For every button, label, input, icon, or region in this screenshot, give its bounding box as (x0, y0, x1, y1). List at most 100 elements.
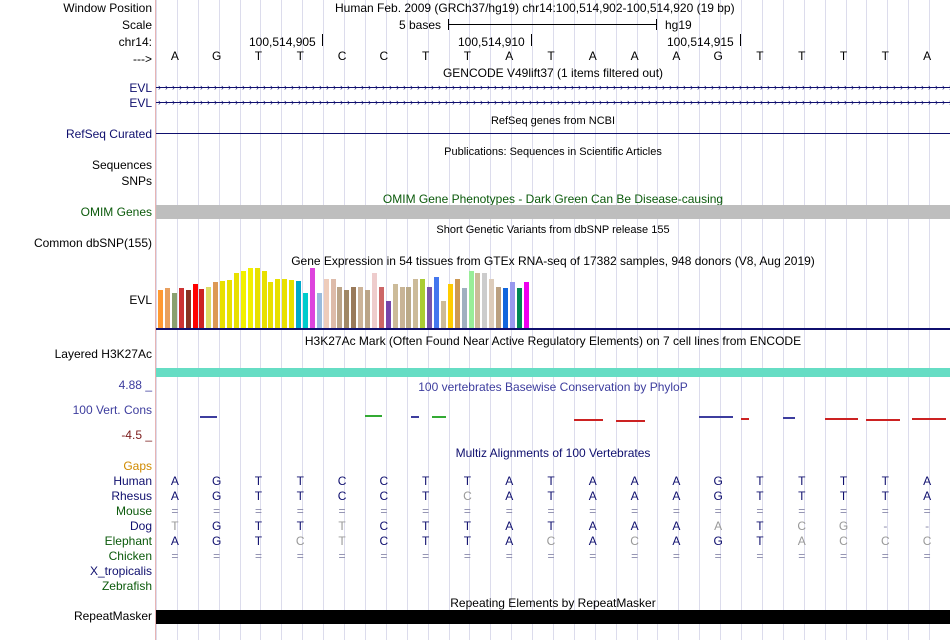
layered-h3k27ac-label[interactable]: Layered H3K27Ac (54, 347, 152, 361)
strand-chevron: › (662, 97, 665, 107)
alignment-base: T (463, 474, 472, 488)
gtex-tissue-bar[interactable] (171, 293, 177, 328)
strand-chevron: › (620, 97, 623, 107)
gtex-tissue-bar[interactable] (344, 290, 350, 328)
evl-label-2[interactable]: EVL (129, 96, 152, 110)
gtex-tissue-bar[interactable] (496, 287, 502, 328)
gtex-tissue-bar[interactable] (316, 293, 322, 328)
alignment-base: = (923, 549, 931, 563)
strand-chevron: › (312, 97, 315, 107)
gtex-tissue-bar[interactable] (261, 271, 267, 328)
gtex-tissue-bar[interactable] (185, 290, 191, 328)
grid-line (678, 0, 679, 640)
alignment-base: = (798, 504, 806, 518)
h3k27ac-signal[interactable] (156, 368, 950, 377)
strand-chevron: › (858, 82, 861, 92)
strand-chevron: › (599, 97, 602, 107)
strand-chevron: › (606, 82, 609, 92)
alignment-base: T (756, 474, 764, 488)
strand-chevron: › (592, 82, 595, 92)
gtex-tissue-bar[interactable] (475, 273, 481, 328)
gtex-tissue-bar[interactable] (385, 301, 391, 328)
track-area[interactable]: Human Feb. 2009 (GRCh37/hg19) chr14:100,… (156, 0, 950, 640)
gtex-tissue-bar[interactable] (309, 268, 315, 328)
evl-transcript-1[interactable] (156, 87, 950, 88)
repeatmasker-label[interactable]: RepeatMasker (73, 609, 152, 623)
gtex-tissue-bar[interactable] (516, 288, 522, 328)
alignment-base: T (254, 489, 263, 503)
gtex-tissue-bar[interactable] (468, 271, 474, 328)
gtex-tissue-bar[interactable] (275, 279, 281, 328)
alignment-base: = (296, 504, 304, 518)
alignment-base: A (630, 489, 639, 503)
strand-chevron: › (809, 82, 812, 92)
gtex-tissue-bar[interactable] (392, 284, 398, 328)
gtex-tissue-bar[interactable] (178, 288, 184, 328)
gtex-tissue-bar[interactable] (337, 287, 343, 328)
refseq-label[interactable]: RefSeq Curated (65, 127, 152, 141)
gtex-tissue-bar[interactable] (461, 288, 467, 328)
gtex-tissue-bar[interactable] (378, 287, 384, 328)
gtex-tissue-bar[interactable] (482, 273, 488, 328)
gtex-tissue-bar[interactable] (213, 282, 219, 328)
gtex-tissue-bar[interactable] (509, 282, 515, 328)
gtex-tissue-bar[interactable] (220, 281, 226, 328)
gtex-tissue-bar[interactable] (399, 287, 405, 328)
refseq-transcript[interactable] (156, 133, 950, 134)
evl-label-1[interactable]: EVL (129, 81, 152, 95)
strand-chevron: › (557, 97, 560, 107)
common-dbsnp-label[interactable]: Common dbSNP(155) (33, 236, 152, 250)
gtex-tissue-bar[interactable] (413, 279, 419, 328)
gtex-tissue-bar[interactable] (268, 282, 274, 328)
gtex-tissue-bar[interactable] (240, 271, 246, 328)
alignment-base: G (212, 534, 222, 548)
strand-chevron: › (760, 82, 763, 92)
gtex-tissue-bar[interactable] (447, 284, 453, 328)
gtex-bar-chart[interactable] (156, 266, 950, 328)
strand-chevron: › (536, 82, 539, 92)
gtex-tissue-bar[interactable] (247, 268, 253, 328)
omim-gene-bar[interactable] (156, 205, 950, 219)
evl-gtex-label[interactable]: EVL (129, 293, 152, 307)
evl-transcript-2[interactable] (156, 102, 950, 103)
gtex-tissue-bar[interactable] (503, 288, 508, 328)
gtex-tissue-bar[interactable] (454, 279, 460, 328)
gtex-tissue-bar[interactable] (434, 277, 439, 328)
gtex-tissue-bar[interactable] (406, 287, 412, 328)
omim-label[interactable]: OMIM Genes (80, 205, 152, 219)
gtex-tissue-bar[interactable] (371, 273, 377, 328)
phylop-signal[interactable] (156, 384, 950, 442)
strand-chevron: › (522, 82, 525, 92)
gtex-tissue-bar[interactable] (523, 282, 529, 328)
gtex-tissue-bar[interactable] (289, 280, 295, 328)
gtex-tissue-bar[interactable] (199, 289, 205, 328)
gtex-tissue-bar[interactable] (296, 281, 301, 328)
alignment-base: A (672, 519, 681, 533)
gtex-tissue-bar[interactable] (164, 288, 170, 328)
gtex-tissue-bar[interactable] (206, 287, 212, 328)
gtex-tissue-bar[interactable] (227, 280, 232, 328)
strand-chevron: › (662, 82, 665, 92)
gtex-tissue-bar[interactable] (440, 301, 446, 328)
gtex-tissue-bar[interactable] (323, 279, 329, 328)
gtex-tissue-bar[interactable] (254, 268, 260, 328)
gtex-tissue-bar[interactable] (365, 290, 370, 328)
gtex-tissue-bar[interactable] (330, 279, 336, 328)
repeatmasker-bar[interactable] (156, 610, 950, 624)
gtex-tissue-bar[interactable] (420, 279, 426, 328)
strand-chevron: › (340, 97, 343, 107)
gtex-tissue-bar[interactable] (302, 293, 308, 328)
grid-line (595, 0, 596, 640)
gtex-tissue-bar[interactable] (358, 287, 364, 328)
sequences-label[interactable]: Sequences (91, 158, 152, 172)
gtex-tissue-bar[interactable] (351, 287, 357, 328)
gtex-tissue-bar[interactable] (489, 279, 495, 328)
gtex-tissue-bar[interactable] (192, 284, 198, 328)
cons-track-label[interactable]: 100 Vert. Cons (72, 403, 152, 417)
gtex-tissue-bar[interactable] (282, 279, 288, 328)
snps-label[interactable]: SNPs (121, 174, 152, 188)
gtex-tissue-bar[interactable] (427, 287, 433, 328)
strand-chevron: › (697, 82, 700, 92)
gtex-tissue-bar[interactable] (158, 290, 163, 328)
gtex-tissue-bar[interactable] (233, 273, 239, 328)
